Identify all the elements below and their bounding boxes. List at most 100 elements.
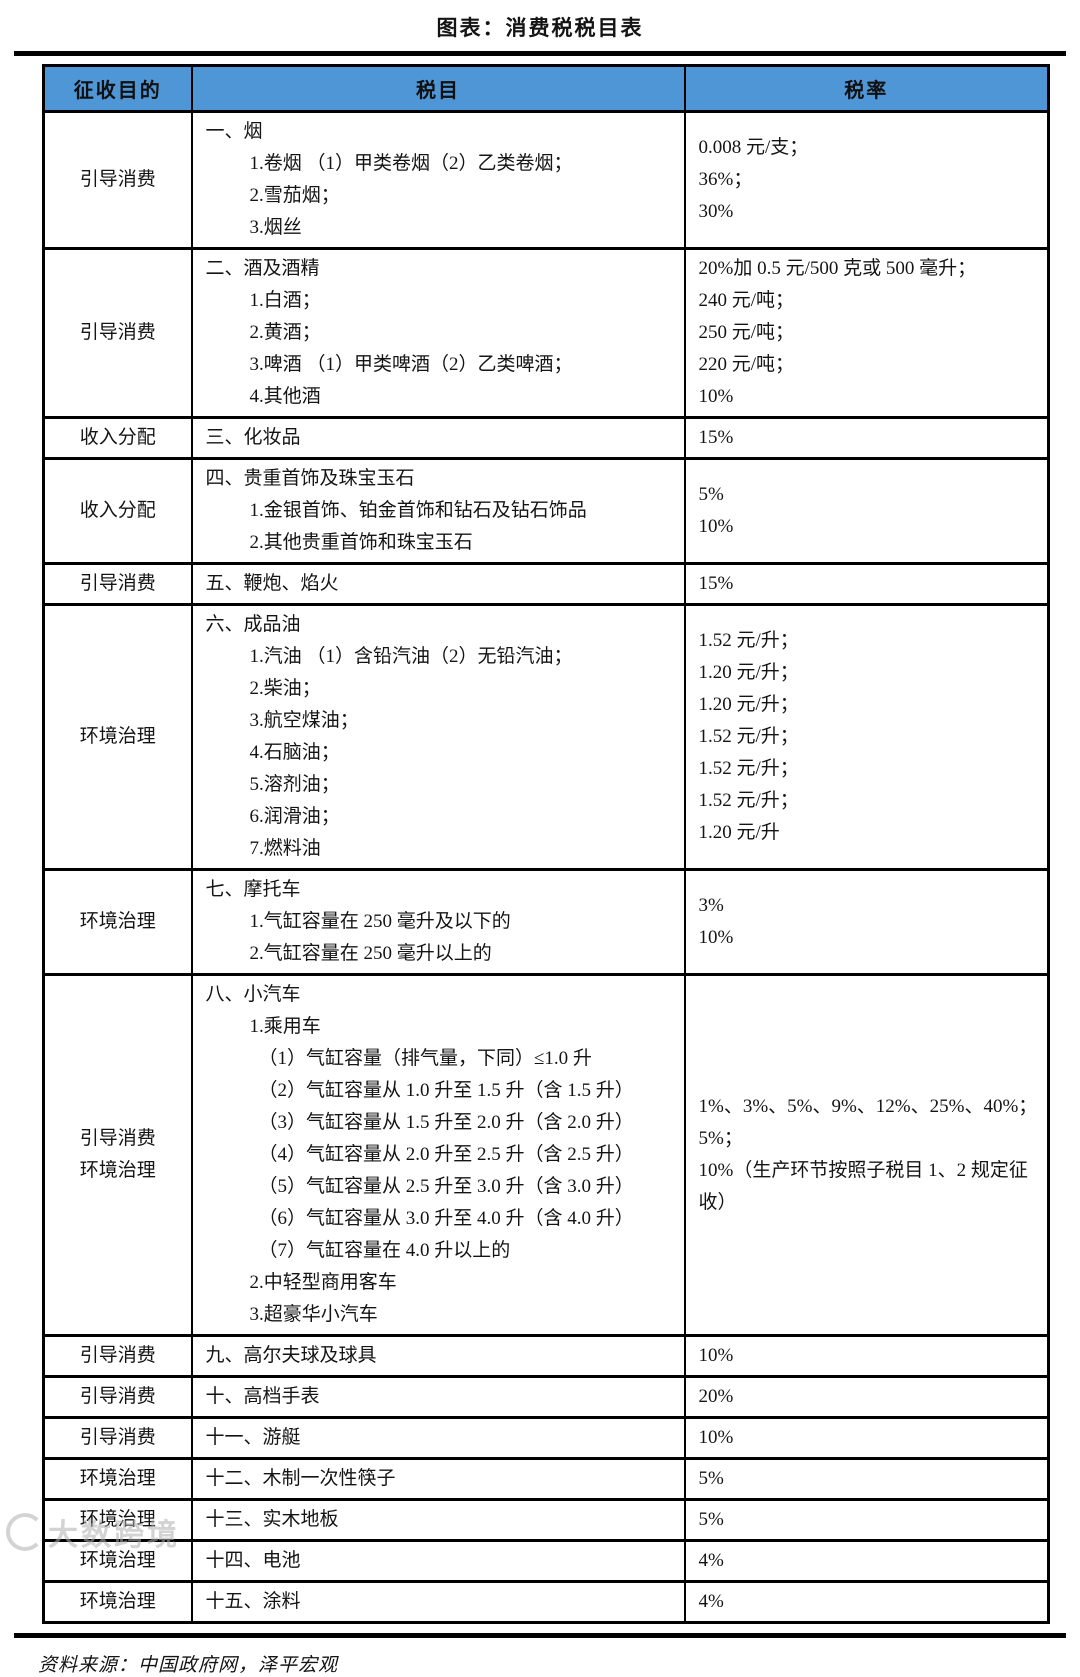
tax-item-line: 2.气缸容量在 250 毫升以上的 (249, 943, 492, 964)
rate-cell: 4% (683, 1580, 1050, 1624)
rate-line: 10% (698, 516, 734, 537)
purpose-cell: 收入分配 (42, 416, 193, 460)
rate-line: 1.20 元/升； (698, 662, 799, 683)
tax-item-line: 十五、涂料 (205, 1591, 301, 1612)
tax-item-line: （1）气缸容量（排气量，下同）≤1.0 升 (258, 1048, 592, 1069)
rate-line: 1.52 元/升； (698, 726, 799, 747)
rate-line: 10% (698, 927, 734, 948)
rate-line: 5% (698, 1468, 724, 1489)
tax-item-line: 1.气缸容量在 250 毫升及以下的 (249, 911, 511, 932)
rate-cell: 0.008 元/支； 36%； 30% (683, 110, 1050, 250)
table-row: 环境治理 六、成品油 1.汽油 （1）含铅汽油（2）无铅汽油； 2.柴油； 3.航空煤油… (42, 603, 1050, 871)
rate-line: 1.20 元/升 (698, 822, 780, 843)
tax-item-line: （3）气缸容量从 1.5 升至 2.0 升（含 2.0 升） (258, 1112, 634, 1133)
purpose-cell: 引导消费 (42, 1334, 193, 1378)
tax-item-cell: 三、化妆品 (190, 416, 686, 460)
tax-item-cell: 一、烟 1.卷烟 （1）甲类卷烟（2）乙类卷烟； 2.雪茄烟； 3.烟丝 (190, 110, 686, 250)
rate-line: 1.20 元/升； (698, 694, 799, 715)
table-row: 引导消费 九、高尔夫球及球具 10% (42, 1334, 1050, 1378)
purpose-label: 引导消费 (79, 1128, 156, 1149)
tax-item-line: 十四、电池 (205, 1550, 301, 1571)
purpose-label: 引导消费 (79, 169, 156, 190)
tax-item-cell: 十五、涂料 (190, 1580, 686, 1624)
tax-item-cell: 十、高档手表 (190, 1375, 686, 1419)
tax-item-line: 4.其他酒 (249, 386, 321, 407)
tax-item-cell: 五、鞭炮、焰火 (190, 562, 686, 606)
table-row: 引导消费 十一、游艇 10% (42, 1416, 1050, 1460)
purpose-label: 环境治理 (79, 1591, 156, 1612)
tax-item-line: 十一、游艇 (205, 1427, 301, 1448)
purpose-label: 收入分配 (79, 500, 156, 521)
purpose-cell: 收入分配 (42, 457, 193, 565)
purpose-cell: 引导消费 (42, 110, 193, 250)
tax-item-cell: 八、小汽车 1.乘用车 （1）气缸容量（排气量，下同）≤1.0 升 （2）气缸容量从 … (190, 973, 686, 1337)
purpose-cell: 环境治理 (42, 1539, 193, 1583)
table-row: 环境治理 十五、涂料 4% (42, 1580, 1050, 1624)
tax-item-line: （6）气缸容量从 3.0 升至 4.0 升（含 4.0 升） (258, 1208, 634, 1229)
purpose-cell: 环境治理 (42, 1457, 193, 1501)
tax-item-line: 2.雪茄烟； (249, 185, 340, 206)
purpose-label: 环境治理 (79, 1550, 156, 1571)
tax-item-line: 十三、实木地板 (205, 1509, 339, 1530)
purpose-cell: 引导消费 (42, 247, 193, 419)
tax-item-cell: 十二、木制一次性筷子 (190, 1457, 686, 1501)
rate-cell: 15% (683, 416, 1050, 460)
tax-item-line: 一、烟 (205, 121, 263, 142)
rate-line: 240 元/吨； (698, 290, 795, 311)
bottom-rule (14, 1633, 1066, 1638)
tax-item-line: 八、小汽车 (205, 984, 301, 1005)
rate-line: 15% (698, 573, 734, 594)
purpose-label: 引导消费 (79, 1345, 156, 1366)
tax-item-cell: 四、贵重首饰及珠宝玉石 1.金银首饰、铂金首饰和钻石及钻石饰品 2.其他贵重首饰和珠… (190, 457, 686, 565)
rate-line: 5% (698, 1509, 724, 1530)
rate-line: 10% (698, 386, 734, 407)
tax-item-cell: 七、摩托车 1.气缸容量在 250 毫升及以下的 2.气缸容量在 250 毫升以上的 (190, 868, 686, 976)
purpose-label: 环境治理 (79, 726, 156, 747)
purpose-label: 环境治理 (79, 1509, 156, 1530)
purpose-label: 引导消费 (79, 322, 156, 343)
table-row: 引导消费 环境治理 八、小汽车 1.乘用车 （1）气缸容量（排气量，下同）≤1.0 升（… (42, 973, 1050, 1337)
purpose-label: 环境治理 (79, 1160, 156, 1181)
tax-item-cell: 九、高尔夫球及球具 (190, 1334, 686, 1378)
rate-cell: 3% 10% (683, 868, 1050, 976)
rate-cell: 1%、3%、5%、9%、12%、25%、40%； 5%； 10%（生产环节按照子税目… (683, 973, 1050, 1337)
rate-cell: 20% (683, 1375, 1050, 1419)
table-row: 引导消费 五、鞭炮、焰火 15% (42, 562, 1050, 606)
tax-item-line: 2.柴油； (249, 678, 321, 699)
tax-item-line: 1.金银首饰、铂金首饰和钻石及钻石饰品 (249, 500, 587, 521)
rate-cell: 5% 10% (683, 457, 1050, 565)
table-row: 引导消费 十、高档手表 20% (42, 1375, 1050, 1419)
rate-cell: 5% (683, 1457, 1050, 1501)
tax-item-line: 十二、木制一次性筷子 (205, 1468, 396, 1489)
col-header-rate: 税率 (683, 64, 1050, 113)
tax-item-line: 4.石脑油； (249, 742, 340, 763)
tax-item-line: 7.燃料油 (249, 838, 321, 859)
purpose-cell: 环境治理 (42, 1580, 193, 1624)
rate-line: 10%（生产环节按照子税目 1、2 规定征收） (698, 1160, 1028, 1213)
tax-item-line: 七、摩托车 (205, 879, 301, 900)
rate-line: 1.52 元/升； (698, 790, 799, 811)
tax-item-line: 3.航空煤油； (249, 710, 359, 731)
rate-cell: 1.52 元/升； 1.20 元/升； 1.20 元/升； 1.52 元/升； 1.52… (683, 603, 1050, 871)
rate-cell: 5% (683, 1498, 1050, 1542)
consumption-tax-table: 征收目的 税目 税率 引导消费 一、烟 1.卷烟 （1）甲类卷烟（2）乙类卷烟； 2.… (42, 64, 1050, 1624)
rate-line: 4% (698, 1591, 724, 1612)
rate-line: 250 元/吨； (698, 322, 795, 343)
rate-line: 5%； (698, 1128, 743, 1149)
tax-item-line: 十、高档手表 (205, 1386, 320, 1407)
tax-item-line: 3.烟丝 (249, 217, 302, 238)
tax-item-line: 1.白酒； (249, 290, 321, 311)
rate-cell: 4% (683, 1539, 1050, 1583)
top-rule (14, 51, 1066, 56)
purpose-label: 环境治理 (79, 1468, 156, 1489)
tax-item-line: 1.乘用车 (249, 1016, 321, 1037)
watermark-logo-icon (6, 1513, 44, 1551)
purpose-cell: 引导消费 (42, 1416, 193, 1460)
purpose-cell: 引导消费 环境治理 (42, 973, 193, 1337)
table-header-row: 征收目的 税目 税率 (42, 64, 1050, 113)
tax-item-line: （2）气缸容量从 1.0 升至 1.5 升（含 1.5 升） (258, 1080, 634, 1101)
tax-item-line: 2.中轻型商用客车 (249, 1272, 397, 1293)
tax-item-line: （4）气缸容量从 2.0 升至 2.5 升（含 2.5 升） (258, 1144, 634, 1165)
purpose-label: 收入分配 (79, 427, 156, 448)
table-row: 引导消费 二、酒及酒精 1.白酒； 2.黄酒； 3.啤酒 （1）甲类啤酒（2）乙类啤酒；… (42, 247, 1050, 419)
